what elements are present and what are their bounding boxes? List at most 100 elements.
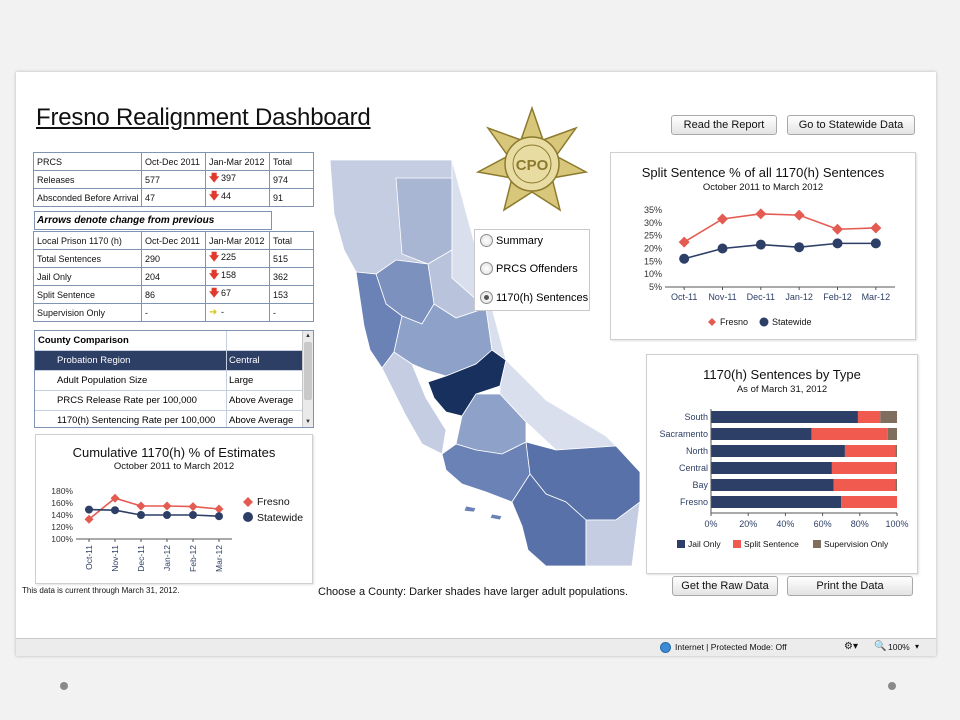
legend-label: Jail Only	[688, 539, 721, 549]
list-item[interactable]: 1170(h) Sentencing Rate per 100,000 Abov…	[35, 411, 313, 427]
data-point-statewide	[832, 238, 843, 249]
local-prison-table: Local Prison 1170 (h) Oct-Dec 2011 Jan-M…	[33, 231, 314, 322]
series-line-statewide	[683, 242, 876, 260]
county-region-channel-islands[interactable]	[463, 505, 503, 521]
y-tick-label: 120%	[51, 522, 73, 532]
x-tick-label: Oct-11	[84, 545, 94, 570]
bar-segment-split-sentence	[841, 496, 897, 508]
radio-icon[interactable]	[480, 234, 493, 247]
down-arrow-icon: 🡇	[209, 173, 220, 184]
legend-marker-jail-only	[677, 540, 685, 548]
prison-header-q1: Oct-Dec 2011	[141, 231, 206, 250]
row-q2: 🡇 158	[205, 267, 270, 286]
right-arrow-icon: ➜	[209, 307, 218, 318]
statewide-data-button[interactable]: Go to Statewide Data	[787, 115, 915, 135]
data-point-fresno	[870, 222, 882, 234]
scroll-down-icon[interactable]: ▼	[305, 419, 311, 425]
row-label: Split Sentence	[33, 285, 142, 304]
county-region-north-east[interactable]	[395, 177, 453, 265]
y-tick-label: 100%	[51, 534, 73, 544]
down-arrow-icon: 🡇	[209, 252, 220, 263]
category-label: Bay	[692, 480, 708, 490]
prison-header: Local Prison 1170 (h)	[33, 231, 142, 250]
california-county-map[interactable]	[316, 154, 656, 584]
x-tick-label: Mar-12	[862, 292, 891, 302]
raw-data-button[interactable]: Get the Raw Data	[672, 576, 778, 596]
bar-segment-jail-only	[711, 428, 812, 440]
row-label: Absconded Before Arrival	[33, 188, 142, 207]
data-point-fresno	[84, 514, 94, 524]
scroll-up-icon[interactable]: ▲	[305, 333, 311, 339]
prcs-table: PRCS Oct-Dec 2011 Jan-Mar 2012 Total Rel…	[33, 152, 314, 207]
y-tick-label: 20%	[644, 244, 662, 254]
y-tick-label: 140%	[51, 510, 73, 520]
list-item[interactable]: PRCS Release Rate per 100,000 Above Aver…	[35, 391, 313, 411]
radio-selected-icon[interactable]	[480, 291, 493, 304]
row-q2: 🡇 44	[205, 188, 270, 207]
list-item[interactable]: Adult Population Size Large	[35, 371, 313, 391]
data-point-statewide	[189, 511, 197, 519]
x-tick-label: 20%	[739, 519, 757, 529]
x-tick-label: Mar-12	[214, 545, 224, 572]
radio-1170h-sentences[interactable]: 1170(h) Sentences	[480, 291, 588, 304]
bar-segment-jail-only	[711, 445, 845, 457]
bar-segment-supervision-only	[895, 445, 897, 457]
read-report-button[interactable]: Read the Report	[671, 115, 777, 135]
sentences-by-type-chart: South Sacramento North Central Bay Fresno 0% 20…	[659, 409, 909, 549]
y-tick-label: 30%	[644, 218, 662, 228]
legend-fresno-marker	[708, 318, 716, 326]
sentences-by-type-panel: 1170(h) Sentences by Type As of March 31…	[646, 354, 918, 574]
radio-summary[interactable]: Summary	[480, 234, 543, 247]
county-region-imperial[interactable]	[585, 501, 641, 567]
data-point-fresno	[162, 501, 172, 511]
protected-mode-icon[interactable]: ⚙▾	[844, 641, 858, 652]
print-data-button[interactable]: Print the Data	[787, 576, 913, 596]
globe-icon	[660, 642, 671, 653]
series-line-fresno	[683, 213, 876, 243]
zoom-icon[interactable]: 🔍	[874, 641, 887, 652]
data-point-fresno	[136, 501, 146, 511]
legend-label: Split Sentence	[744, 539, 799, 549]
scrollbar[interactable]: ▲ ▼	[302, 331, 313, 427]
county-comparison-list[interactable]: County Comparison Probation Region Centr…	[34, 330, 314, 428]
data-point-statewide	[794, 242, 805, 253]
bar-segment-split-sentence	[844, 445, 896, 457]
data-point-fresno	[832, 223, 843, 235]
series-line-fresno	[88, 497, 220, 520]
bar-segment-split-sentence	[831, 462, 896, 474]
row-label: Supervision Only	[33, 303, 142, 322]
row-q2: 🡇 225	[205, 249, 270, 268]
zoom-level[interactable]: 100%	[888, 642, 910, 652]
legend-marker-split-sentence	[733, 540, 741, 548]
data-point-fresno	[214, 504, 224, 514]
row-q2: ➜ -	[205, 303, 270, 322]
cumulative-chart-title: Cumulative 1170(h) % of Estimates	[72, 445, 276, 460]
row-total: 362	[269, 267, 314, 286]
data-point-fresno	[755, 208, 767, 220]
x-tick-label: Dec-11	[136, 545, 146, 572]
category-label: South	[684, 412, 708, 422]
list-item[interactable]: Probation Region Central	[35, 351, 313, 371]
row-label: Total Sentences	[33, 249, 142, 268]
page-title: Fresno Realignment Dashboard	[36, 104, 371, 131]
data-currency-note: This data is current through March 31, 2…	[22, 586, 180, 595]
category-label: Central	[679, 463, 708, 473]
radio-prcs-offenders[interactable]: PRCS Offenders	[480, 262, 578, 275]
x-tick-label: 80%	[851, 519, 869, 529]
cumulative-chart-subtitle: October 2011 to March 2012	[113, 461, 235, 472]
data-point-statewide	[717, 243, 728, 254]
legend-fresno-label: Fresno	[720, 317, 748, 327]
radio-icon[interactable]	[480, 262, 493, 275]
security-zone-text: Internet | Protected Mode: Off	[675, 642, 787, 652]
down-arrow-icon: 🡇	[209, 191, 220, 202]
prcs-header-q2: Jan-Mar 2012	[205, 152, 270, 171]
zoom-dropdown-icon[interactable]: ▾	[915, 642, 920, 651]
browser-status-bar: Internet | Protected Mode: Off ⚙▾ 🔍 100%…	[16, 638, 936, 656]
legend-statewide-marker	[759, 317, 769, 327]
row-total: 974	[269, 170, 314, 189]
y-tick-label: 160%	[51, 498, 73, 508]
bar-segment-split-sentence	[833, 479, 896, 491]
row-q1: 47	[141, 188, 206, 207]
scroll-thumb[interactable]	[304, 342, 312, 400]
data-point-statewide	[215, 512, 223, 521]
